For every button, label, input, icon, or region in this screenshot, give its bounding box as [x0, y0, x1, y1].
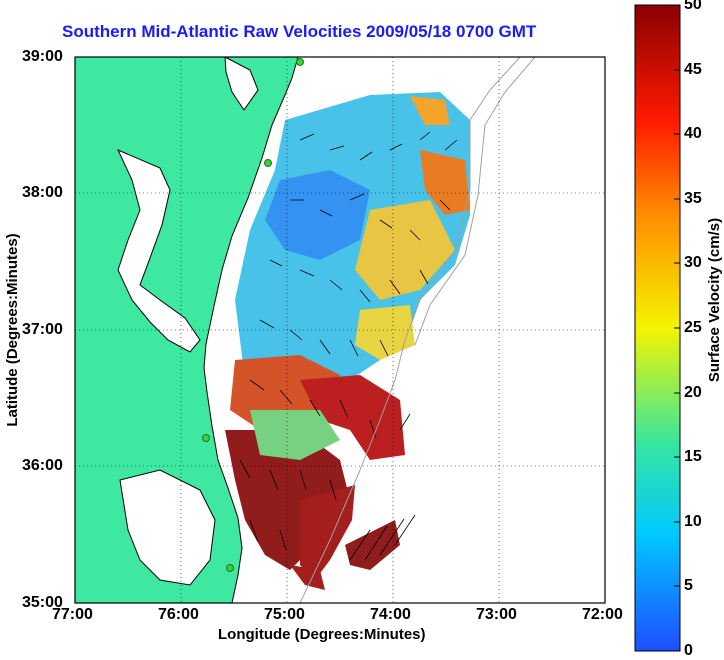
x-tick-label: 72:00 — [582, 606, 623, 623]
x-axis-label: Longitude (Degrees:Minutes) — [218, 626, 426, 643]
y-tick-label: 38:00 — [22, 184, 63, 201]
colorbar-tick-label: 15 — [684, 448, 702, 465]
map-border — [74, 56, 606, 604]
colorbar-tick-label: 25 — [684, 319, 702, 336]
pamlico-sound — [119, 469, 216, 586]
chart-title: Southern Mid-Atlantic Raw Velocities 200… — [62, 22, 537, 41]
colorbar-tick-label: 50 — [684, 0, 702, 13]
velocity-arrows — [239, 131, 458, 561]
grid — [75, 57, 605, 603]
station-marker — [264, 159, 272, 167]
y-axis-label: Latitude (Degrees:Minutes) — [4, 233, 21, 427]
colorbar-tick-label: 20 — [684, 384, 702, 401]
colorbar-tick-label: 35 — [684, 190, 702, 207]
colorbar-tick-label: 30 — [684, 254, 702, 271]
x-tick-label: 73:00 — [476, 606, 517, 623]
y-tick-label: 37:00 — [22, 321, 63, 338]
colorbar-tick-label: 40 — [684, 125, 702, 142]
colorbar-label: Surface Velocity (cm/s) — [706, 217, 723, 383]
x-tick-label: 75:00 — [264, 606, 305, 623]
colorbar-tick-label: 0 — [684, 642, 693, 659]
colorbar-tick-label: 10 — [684, 513, 702, 530]
station-marker — [226, 564, 234, 572]
delaware-bay — [224, 57, 259, 111]
x-tick-label: 76:00 — [158, 606, 199, 623]
colorbar — [634, 4, 681, 652]
bathymetry-contours — [299, 57, 536, 603]
radar-stations — [202, 58, 304, 572]
x-tick-label: 74:00 — [370, 606, 411, 623]
velocity-field — [225, 92, 470, 590]
x-tick-label: 77:00 — [52, 606, 93, 623]
station-marker — [202, 434, 210, 442]
chesapeake-bay — [116, 149, 201, 353]
y-tick-label: 36:00 — [22, 457, 63, 474]
colorbar-tick-label: 5 — [684, 577, 693, 594]
y-tick-label: 35:00 — [22, 594, 63, 611]
station-marker — [296, 58, 304, 66]
y-tick-label: 39:00 — [22, 48, 63, 65]
colorbar-tick-label: 45 — [684, 61, 702, 78]
colorbar-ticks — [674, 4, 680, 587]
